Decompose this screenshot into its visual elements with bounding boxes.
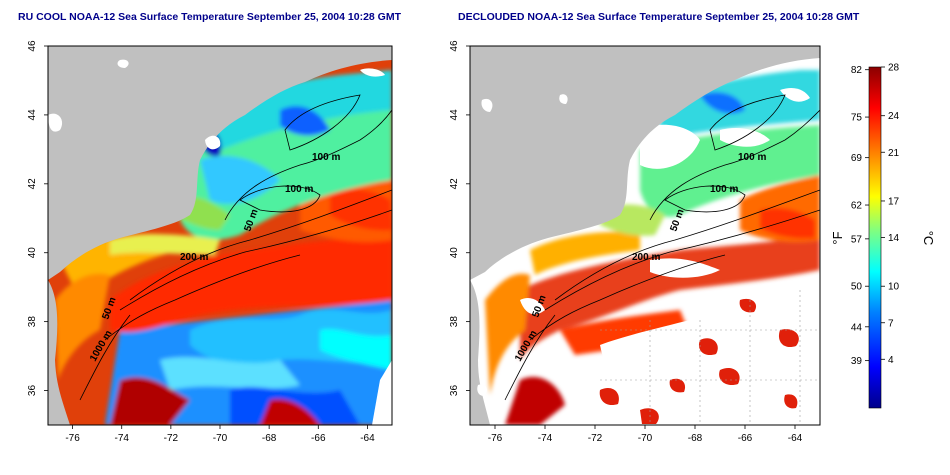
right-lat-tick-label: 36: [449, 385, 460, 397]
left-lon-tick-label: -68: [262, 433, 277, 444]
fahrenheit-tick-label: 57: [851, 234, 863, 245]
left-contour-label-1: 100 m: [285, 184, 313, 195]
fahrenheit-tick-label: 39: [851, 356, 863, 367]
left-lon-tick-label: -72: [164, 433, 179, 444]
celsius-tick-label: 7: [888, 318, 894, 329]
right-contour-label-3: 200 m: [632, 252, 660, 263]
right-lon-tick-label: -66: [738, 433, 753, 444]
right-panel-title: DECLOUDED NOAA-12 Sea Surface Temperatur…: [458, 11, 860, 23]
celsius-tick-label: 24: [888, 111, 900, 122]
left-lat-tick-label: 46: [27, 40, 38, 52]
right-lon-tick-label: -72: [588, 433, 603, 444]
fahrenheit-tick-label: 75: [851, 113, 863, 124]
left-lat-tick-label: 42: [27, 178, 38, 190]
celsius-tick-label: 17: [888, 196, 900, 207]
right-lon-tick-label: -64: [788, 433, 803, 444]
left-lat-tick-label: 38: [27, 316, 38, 328]
left-lon-tick-label: -64: [360, 433, 375, 444]
left-lat-tick-label: 40: [27, 247, 38, 259]
left-contour-label-3: 200 m: [180, 252, 208, 263]
celsius-tick-label: 10: [888, 282, 900, 293]
left-sst-field: 100 m 100 m 50 m 200 m 50 m 1000 m: [48, 46, 392, 425]
right-lat-tick-label: 42: [449, 178, 460, 190]
left-axes: 36 38 40 42 44 46 -76 -74 -72 -70 -68 -66 -64: [27, 40, 375, 444]
right-sst-field: 100 m 100 m 50 m 200 m 50 m 1000 m: [470, 46, 820, 425]
left-contour-label-0: 100 m: [312, 152, 340, 163]
celsius-tick-label: 14: [888, 233, 900, 244]
celsius-tick-label: 21: [888, 148, 900, 159]
fahrenheit-tick-label: 82: [851, 65, 863, 76]
colorbar-ramp: [868, 66, 882, 409]
colorbar: 28 24 21 17 14 10 7 4 82 75 69 62 57 50 44 39 °F °C: [830, 63, 936, 409]
right-contour-label-0: 100 m: [738, 152, 766, 163]
right-lon-tick-label: -74: [538, 433, 553, 444]
left-lat-tick-label: 44: [27, 109, 38, 121]
left-lon-tick-label: -70: [213, 433, 228, 444]
left-lat-tick-label: 36: [27, 385, 38, 397]
right-lat-tick-label: 38: [449, 316, 460, 328]
right-lon-tick-label: -76: [488, 433, 503, 444]
left-lon-tick-label: -74: [114, 433, 129, 444]
fahrenheit-tick-label: 50: [851, 282, 863, 293]
celsius-tick-label: 4: [888, 355, 894, 366]
celsius-unit-label: °C: [921, 231, 936, 246]
celsius-tick-label: 28: [888, 63, 900, 74]
right-lat-tick-label: 40: [449, 247, 460, 259]
fahrenheit-tick-label: 62: [851, 201, 863, 212]
colorbar-ticks: 28 24 21 17 14 10 7 4 82 75 69 62 57 50 44 39: [851, 63, 900, 368]
right-lat-tick-label: 44: [449, 109, 460, 121]
left-lon-tick-label: -76: [65, 433, 80, 444]
fahrenheit-unit-label: °F: [830, 231, 845, 244]
right-lat-tick-label: 46: [449, 40, 460, 52]
right-map-panel: 100 m 100 m 50 m 200 m 50 m 1000 m 36 38 4…: [449, 40, 821, 444]
left-map-panel: 100 m 100 m 50 m 200 m 50 m 1000 m 36 38 4…: [27, 40, 393, 444]
fahrenheit-tick-label: 44: [851, 322, 863, 333]
left-lon-tick-label: -66: [311, 433, 326, 444]
right-lon-tick-label: -70: [638, 433, 653, 444]
right-axes: 36 38 40 42 44 46 -76 -74 -72 -70 -68 -66 -64: [449, 40, 803, 444]
right-lon-tick-label: -68: [688, 433, 703, 444]
fahrenheit-tick-label: 69: [851, 153, 863, 164]
right-contour-label-1: 100 m: [710, 184, 738, 195]
left-panel-title: RU COOL NOAA-12 Sea Surface Temperature …: [18, 11, 402, 23]
